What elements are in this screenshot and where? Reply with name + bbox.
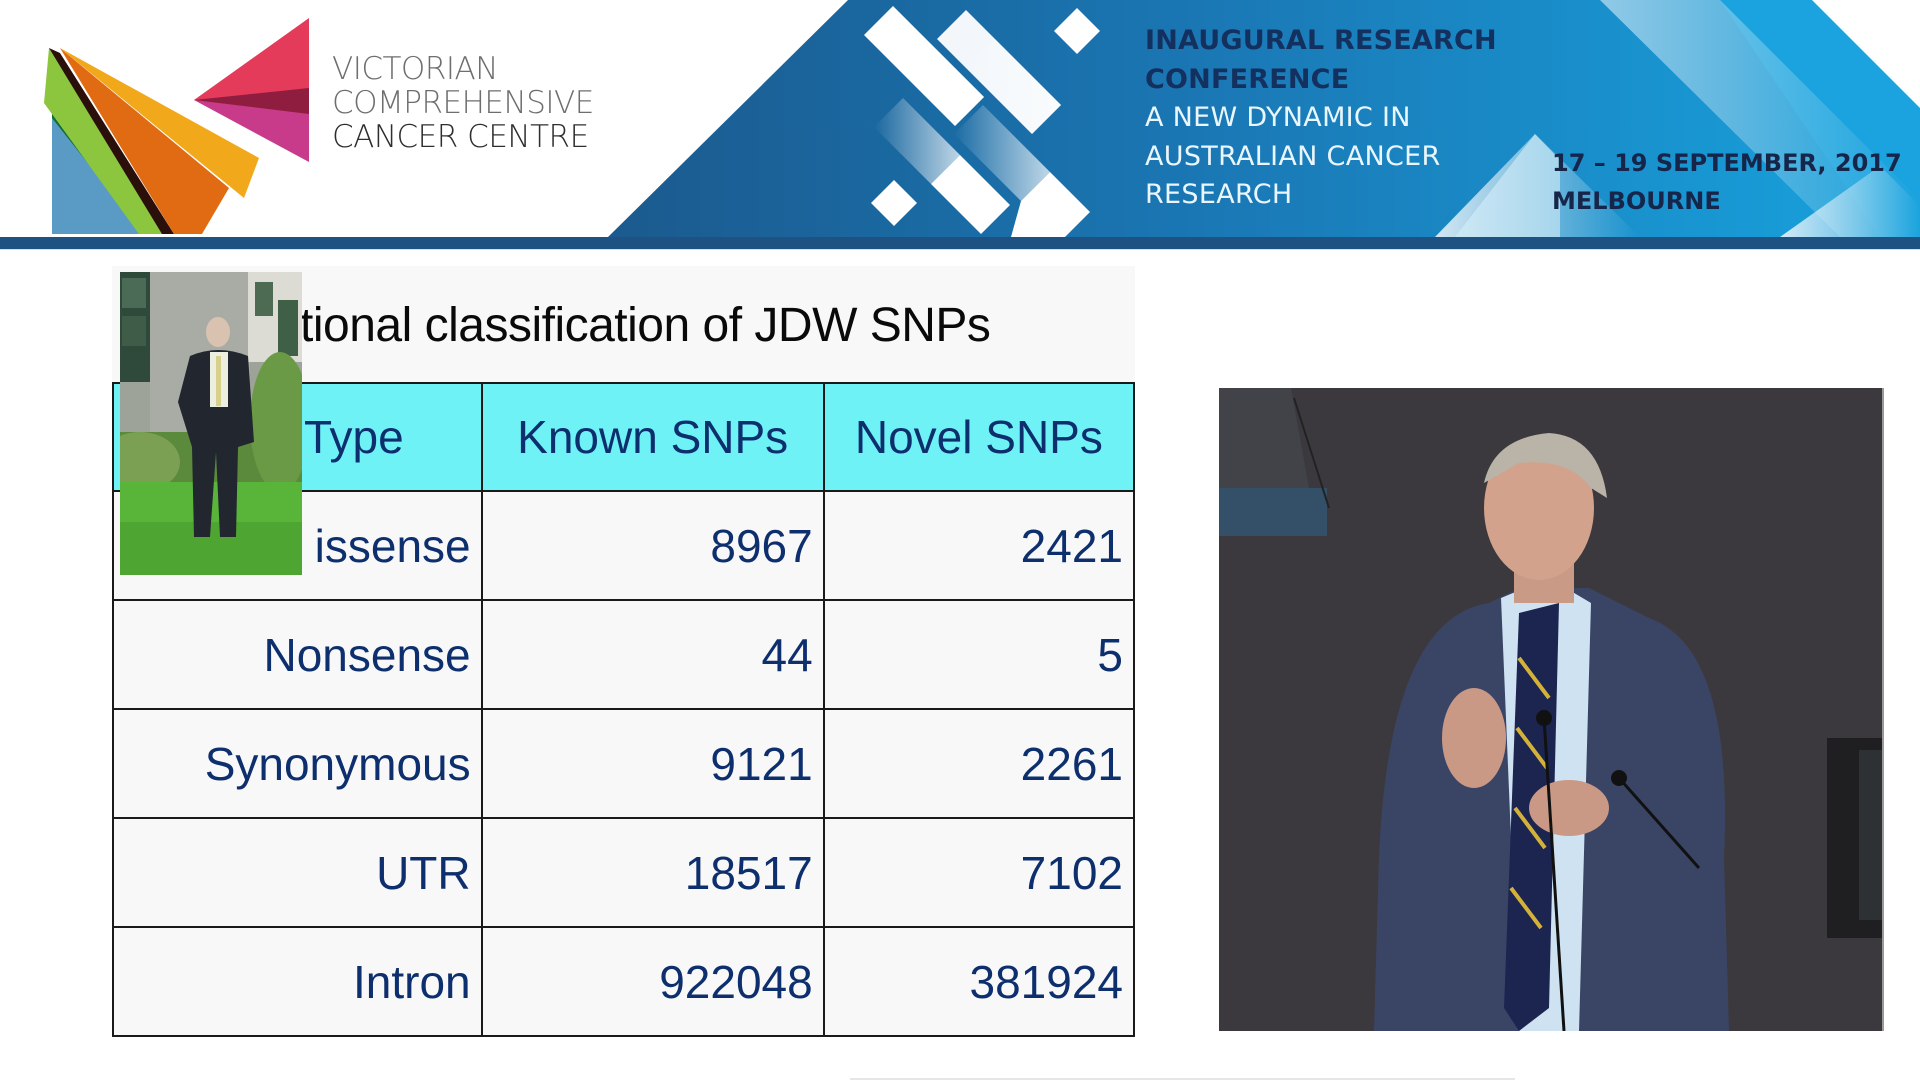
org-name-line-2: COMPREHENSIVE (332, 85, 594, 121)
cell-type: Intron (112, 926, 483, 1037)
org-name-line-1: VICTORIAN (332, 51, 498, 87)
speaker-video-frame (1219, 388, 1882, 1031)
cell-type: Nonsense (112, 599, 483, 710)
vccc-logo-icon (44, 18, 309, 234)
bottom-divider (850, 1078, 1515, 1080)
conference-title-line-2: CONFERENCE (1145, 63, 1350, 95)
portrait-photo-image (120, 272, 302, 575)
event-location: MELBOURNE (1552, 187, 1721, 215)
cell-known: 44 (480, 599, 825, 710)
conference-title-line-1: INAUGURAL RESEARCH (1145, 25, 1497, 56)
organization-name: VICTORIAN COMPREHENSIVE CANCER CENTRE (332, 52, 594, 154)
conference-title-block: INAUGURAL RESEARCH CONFERENCE A NEW DYNA… (1145, 22, 1497, 215)
column-header-known-snps: Known SNPs (480, 382, 825, 492)
cell-known: 18517 (480, 817, 825, 928)
banner-background (608, 0, 1920, 237)
table-row: UTR 18517 7102 (112, 817, 1136, 928)
cell-known: 8967 (480, 490, 825, 601)
conference-subtitle-line-3: RESEARCH (1145, 179, 1293, 210)
conference-subtitle-line-1: A NEW DYNAMIC IN (1145, 102, 1411, 133)
org-name-line-3: CANCER CENTRE (332, 119, 589, 155)
banner-stripe-highlight (0, 249, 1920, 250)
cell-known: 9121 (480, 708, 825, 819)
cell-type: UTR (112, 817, 483, 928)
event-details: 17 – 19 SEPTEMBER, 2017 MELBOURNE (1552, 144, 1902, 220)
table-row: Nonsense 44 5 (112, 599, 1136, 710)
table-row: Synonymous 9121 2261 (112, 708, 1136, 819)
banner-bottom-stripe (0, 237, 1920, 249)
cell-novel: 381924 (822, 926, 1136, 1037)
cell-known: 922048 (480, 926, 825, 1037)
conference-banner: VICTORIAN COMPREHENSIVE CANCER CENTRE IN… (0, 0, 1920, 250)
cell-novel: 7102 (822, 817, 1136, 928)
cell-novel: 2261 (822, 708, 1136, 819)
cell-novel: 5 (822, 599, 1136, 710)
slide-title: tional classification of JDW SNPs (300, 299, 991, 352)
speaker-video (1219, 388, 1884, 1031)
cell-type: Synonymous (112, 708, 483, 819)
table-row: Intron 922048 381924 (112, 926, 1136, 1037)
event-dates: 17 – 19 SEPTEMBER, 2017 (1552, 149, 1902, 177)
portrait-photo (120, 272, 302, 575)
conference-subtitle-line-2: AUSTRALIAN CANCER (1145, 140, 1441, 172)
column-header-novel-snps: Novel SNPs (822, 382, 1136, 492)
cell-novel: 2421 (822, 490, 1136, 601)
diamond-pattern (864, 6, 1100, 237)
